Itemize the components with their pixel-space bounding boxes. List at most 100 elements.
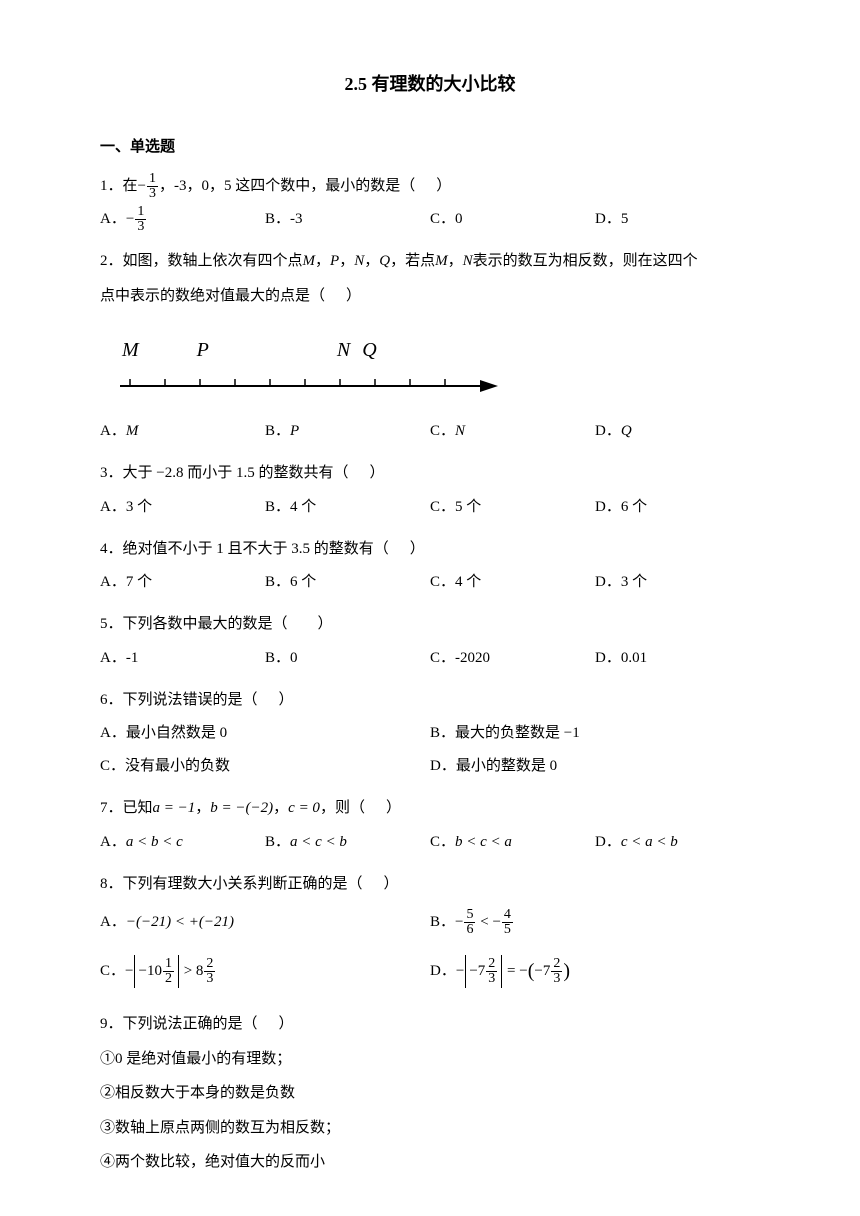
q4-b: B．6 个 [265, 566, 316, 599]
section-header: 一、单选题 [100, 135, 760, 159]
q1-option-a: A． −13 [100, 203, 265, 236]
q7-c-pre: C． [430, 826, 455, 859]
q2-option-c: C．N [430, 415, 595, 448]
q8-blank [363, 867, 384, 902]
q2-option-d: D．Q [595, 415, 760, 448]
q4-end: ） [410, 532, 425, 567]
q6-d: D．最小的整数是 0 [430, 750, 557, 783]
q8-b-math: −56 < −45 [455, 901, 514, 943]
q2-m1: M [303, 244, 316, 279]
q1-end: ） [436, 169, 451, 204]
q3-d: D．6 个 [595, 491, 647, 524]
q2-c4: ， [448, 244, 463, 279]
q4-option-a: A．7 个 [100, 566, 265, 599]
question-7: 7．已知 a = −1 ， b = −(−2) ， c = 0 ，则（ ） A．… [100, 791, 760, 859]
q2-c2: ， [339, 244, 354, 279]
q2-line2-end: ） [346, 279, 361, 314]
q6-text: 6．下列说法错误的是（ [100, 683, 258, 718]
q7-end: ） [386, 791, 401, 826]
q3-blank [348, 456, 369, 491]
page-title: 2.5 有理数的大小比较 [100, 70, 760, 99]
q9-end: ） [279, 1007, 294, 1042]
q4-option-c: C．4 个 [430, 566, 595, 599]
q1-blank [415, 169, 436, 204]
question-3: 3．大于 −2.8 而小于 1.5 的整数共有（ ） A．3 个 B．4 个 C… [100, 456, 760, 524]
q8-d-pre: D． [430, 950, 456, 992]
q2-c-pre: C． [430, 415, 455, 448]
q8-c-pre: C． [100, 950, 125, 992]
q9-s3: ③数轴上原点两侧的数互为相反数； [100, 1111, 760, 1146]
q5-d: D．0.01 [595, 642, 647, 675]
q7-a-math: a < b < c [126, 826, 183, 859]
q7-a-eq: a = −1 [153, 791, 196, 826]
q5-option-d: D．0.01 [595, 642, 760, 675]
q8-option-d: D． −−723 = −(−723) [430, 943, 760, 999]
q9-s4: ④两个数比较，绝对值大的反而小 [100, 1145, 760, 1180]
q4-option-d: D．3 个 [595, 566, 760, 599]
q2-d-val: Q [621, 415, 632, 448]
q2-b-val: P [290, 415, 299, 448]
q5-option-c: C．-2020 [430, 642, 595, 675]
q7-option-b: B．a < c < b [265, 826, 430, 859]
q7-option-c: C．b < c < a [430, 826, 595, 859]
q2-t2: ，若点 [390, 244, 435, 279]
q2-m2: M [435, 244, 448, 279]
q6-option-a: A．最小自然数是 0 [100, 717, 430, 750]
q2-a-val: M [126, 415, 139, 448]
question-9: 9．下列说法正确的是（ ） ①0 是绝对值最小的有理数； ②相反数大于本身的数是… [100, 1007, 760, 1180]
q5-option-b: B．0 [265, 642, 430, 675]
q4-a: A．7 个 [100, 566, 152, 599]
q8-end: ） [384, 867, 399, 902]
q2-a-pre: A． [100, 415, 126, 448]
q7-comma1: ， [195, 791, 210, 826]
number-line-diagram: M P N Q [120, 327, 500, 397]
q1-mid: ，-3，0，5 这四个数中，最小的数是（ [159, 169, 415, 204]
q8-option-b: B． −56 < −45 [430, 901, 760, 943]
q6-end: ） [279, 683, 294, 718]
q3-a: A．3 个 [100, 491, 152, 524]
q2-b-pre: B． [265, 415, 290, 448]
q5-c: C．-2020 [430, 642, 490, 675]
q3-option-d: D．6 个 [595, 491, 760, 524]
q7-d-pre: D． [595, 826, 621, 859]
q7-b-pre: B． [265, 826, 290, 859]
q1-c-label: C．0 [430, 203, 463, 236]
q6-option-d: D．最小的整数是 0 [430, 750, 760, 783]
q7-d-math: c < a < b [621, 826, 678, 859]
q2-p1: P [330, 244, 339, 279]
q2-t1: 2．如图，数轴上依次有四个点 [100, 244, 303, 279]
q2-q1: Q [379, 244, 390, 279]
q9-s1: ①0 是绝对值最小的有理数； [100, 1042, 760, 1077]
q9-text: 9．下列说法正确的是（ [100, 1007, 258, 1042]
q6-c: C．没有最小的负数 [100, 750, 230, 783]
q1-a-frac: −13 [126, 203, 147, 236]
question-5: 5．下列各数中最大的数是（ ） A．-1 B．0 C．-2020 D．0.01 [100, 607, 760, 675]
q7-option-d: D．c < a < b [595, 826, 760, 859]
nl-label-n: N [337, 327, 350, 373]
q8-b-pre: B． [430, 901, 455, 943]
q3-option-a: A．3 个 [100, 491, 265, 524]
question-6: 6．下列说法错误的是（ ） A．最小自然数是 0 B．最大的负整数是 −1 C．… [100, 683, 760, 784]
q4-d: D．3 个 [595, 566, 647, 599]
q6-option-b: B．最大的负整数是 −1 [430, 717, 760, 750]
q5-text: 5．下列各数中最大的数是（ ） [100, 607, 333, 642]
nl-label-q: Q [362, 327, 376, 373]
q3-b: B．4 个 [265, 491, 316, 524]
q8-d-math: −−723 = −(−723) [456, 943, 570, 999]
question-1: 1．在 −13 ，-3，0，5 这四个数中，最小的数是（ ） A． −13 B．… [100, 169, 760, 237]
q2-option-b: B．P [265, 415, 430, 448]
q4-blank [389, 532, 410, 567]
q2-t3: 表示的数互为相反数，则在这四个 [473, 244, 698, 279]
q1-option-b: B．-3 [265, 203, 430, 236]
q8-text: 8．下列有理数大小关系判断正确的是（ [100, 867, 363, 902]
q6-a: A．最小自然数是 0 [100, 717, 227, 750]
q1-option-c: C．0 [430, 203, 595, 236]
q5-a: A．-1 [100, 642, 138, 675]
q1-d-label: D．5 [595, 203, 628, 236]
question-4: 4．绝对值不小于 1 且不大于 3.5 的整数有（ ） A．7 个 B．6 个 … [100, 532, 760, 600]
q4-c: C．4 个 [430, 566, 481, 599]
q7-c-math: b < c < a [455, 826, 512, 859]
q2-d-pre: D． [595, 415, 621, 448]
q7-c-eq: c = 0 [288, 791, 320, 826]
q9-s2: ②相反数大于本身的数是负数 [100, 1076, 760, 1111]
